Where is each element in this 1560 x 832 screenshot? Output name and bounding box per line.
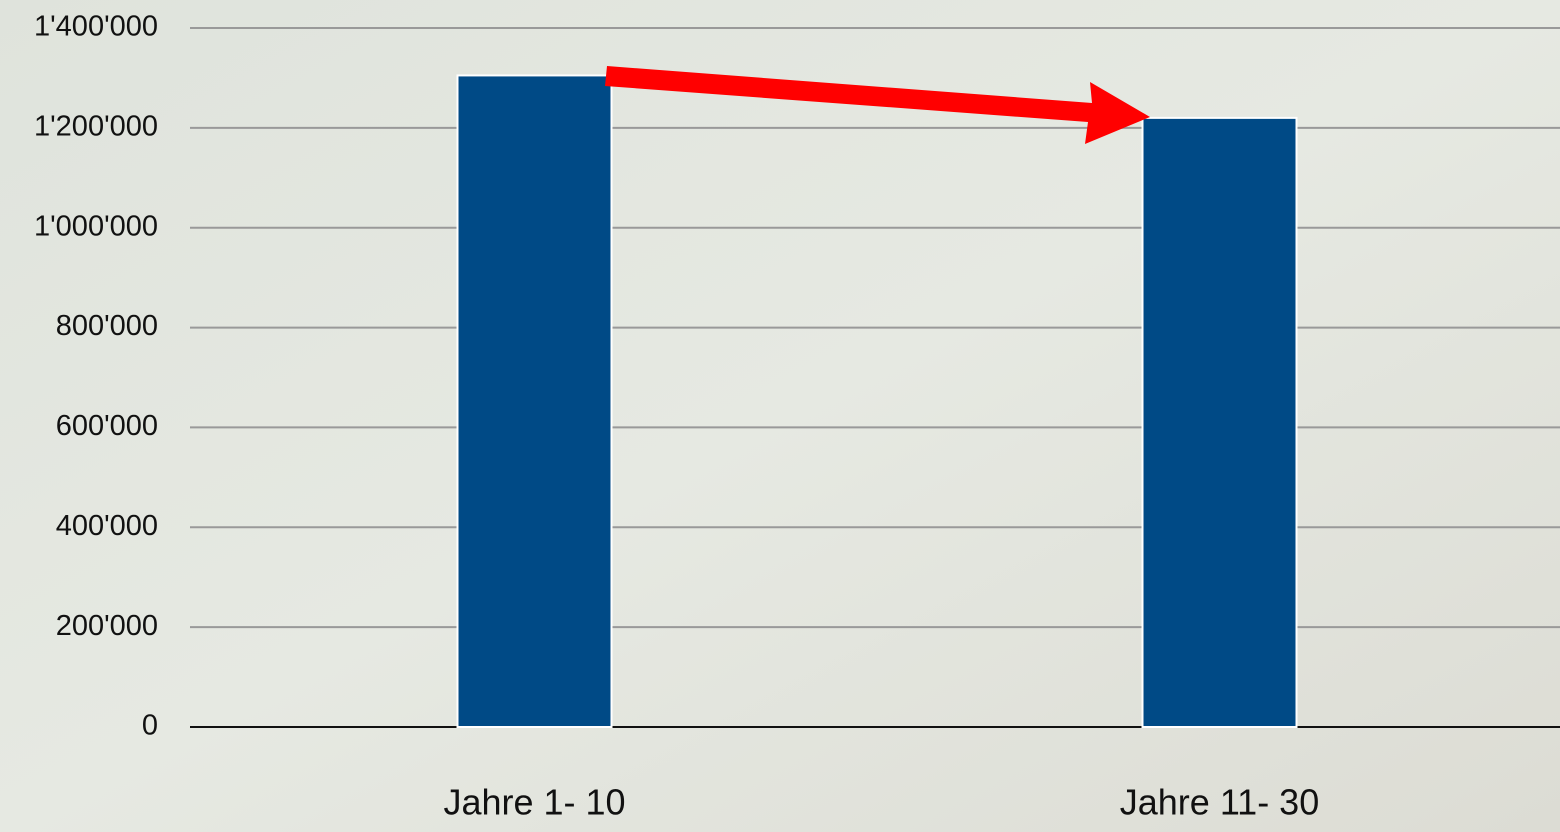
- y-tick-label: 1'400'000: [34, 11, 158, 43]
- x-tick-label: Jahre 1- 10: [443, 782, 625, 823]
- bar: [456, 74, 613, 729]
- y-tick-label: 400'000: [56, 510, 158, 542]
- y-tick-label: 1'200'000: [34, 111, 158, 143]
- trend-arrow: [605, 66, 1150, 144]
- grid: 0 200'000 400'000 600'000 800'000 1'000'000 1'…: [34, 11, 1560, 742]
- y-tick-label: 200'000: [56, 610, 158, 642]
- y-tick-label: 0: [142, 710, 158, 742]
- y-tick-label: 1'000'000: [34, 210, 158, 242]
- bar: [1141, 116, 1298, 729]
- marks: Jahre 1- 10 Jahre 11- 30: [443, 74, 1319, 823]
- y-tick-label: 800'000: [56, 310, 158, 342]
- x-tick-label: Jahre 11- 30: [1120, 782, 1319, 823]
- y-tick-label: 600'000: [56, 410, 158, 442]
